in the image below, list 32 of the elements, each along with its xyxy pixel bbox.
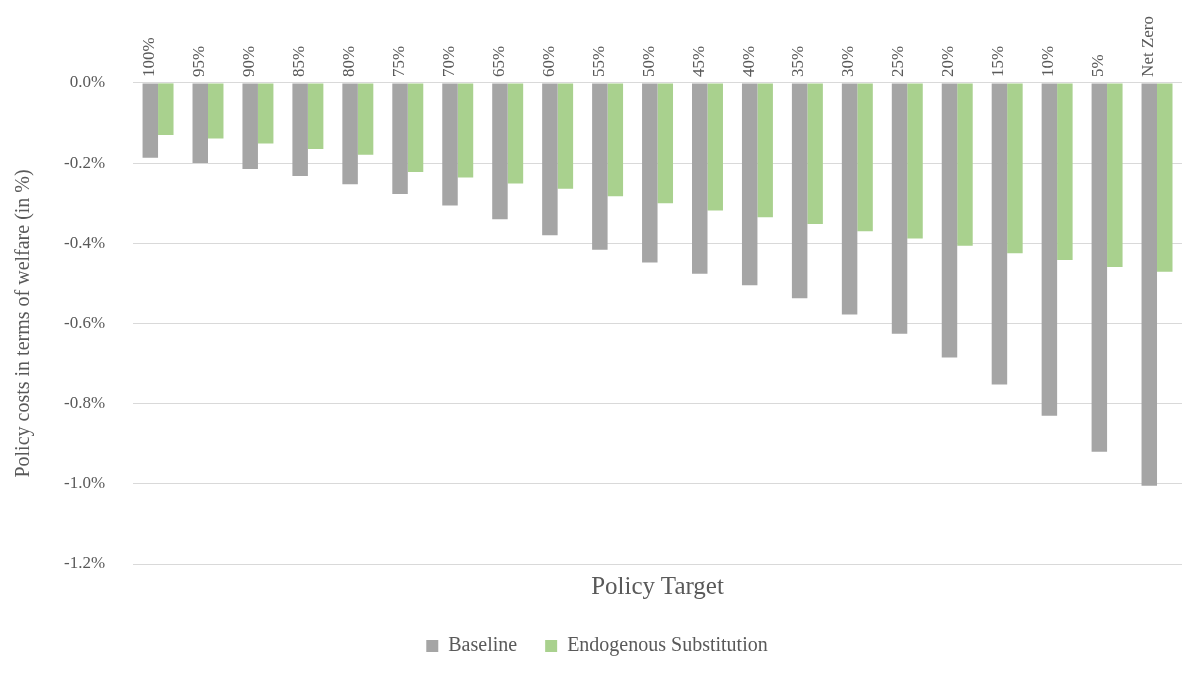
x-tick-label: 85% [288,45,308,77]
x-tick-label: 75% [388,45,408,77]
x-tick-label: 50% [638,45,658,77]
y-tick-label: -0.8% [63,393,106,413]
x-tick-label: Net Zero [1138,16,1158,77]
x-tick-label: 65% [488,45,508,77]
x-tick-label: 70% [438,45,458,77]
legend-label: Baseline [448,633,518,656]
x-tick-label: 100% [139,37,159,77]
x-tick-label: 90% [239,45,259,77]
y-axis-title: Policy costs in terms of welfare (in %) [11,169,35,478]
x-tick-label: 95% [189,45,209,77]
y-tick-label: -0.4% [63,232,106,252]
y-tick-label: -0.6% [63,312,106,332]
x-tick-label: 5% [1088,54,1108,77]
x-tick-label: 60% [538,45,558,77]
y-tick-label: -0.2% [63,152,106,172]
y-tick-label: -1.0% [63,473,106,493]
x-tick-label: 40% [738,45,758,77]
x-tick-label: 25% [888,45,908,77]
x-tick-label: 30% [838,45,858,77]
x-tick-label: 15% [988,45,1008,77]
x-tick-label: 80% [338,45,358,77]
x-tick-label: 55% [588,45,608,77]
legend-label: Endogenous Substitution [567,633,768,657]
x-axis-title: Policy Target [591,571,724,599]
x-tick-label: 45% [688,45,708,77]
y-tick-label: -1.2% [63,553,106,573]
x-tick-label: 10% [1038,45,1058,77]
y-tick-label: 0.0% [69,72,106,92]
x-tick-label: 35% [788,45,808,77]
x-tick-label: 20% [938,45,958,77]
